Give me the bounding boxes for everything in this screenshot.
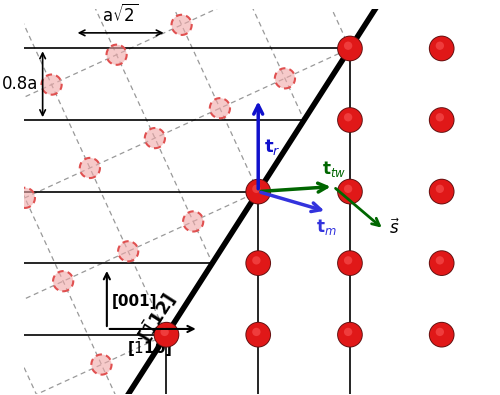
Circle shape xyxy=(246,251,270,275)
Circle shape xyxy=(337,179,363,205)
Circle shape xyxy=(337,322,363,348)
Circle shape xyxy=(430,108,454,132)
Text: [001]: [001] xyxy=(112,294,157,309)
Circle shape xyxy=(246,323,270,346)
Circle shape xyxy=(338,37,362,60)
Circle shape xyxy=(156,325,176,345)
Circle shape xyxy=(246,322,271,348)
Circle shape xyxy=(252,256,260,265)
Circle shape xyxy=(145,128,165,148)
Circle shape xyxy=(160,328,169,336)
Text: [$\bar{1}$10]: [$\bar{1}$10] xyxy=(127,337,172,359)
Circle shape xyxy=(154,323,178,346)
Circle shape xyxy=(53,271,73,291)
Circle shape xyxy=(252,328,260,336)
Circle shape xyxy=(92,354,112,374)
Circle shape xyxy=(344,113,352,121)
Circle shape xyxy=(42,75,62,95)
Circle shape xyxy=(338,323,362,346)
Circle shape xyxy=(236,0,256,5)
Text: [$\bar{1}$12]: [$\bar{1}$12] xyxy=(133,289,180,346)
Circle shape xyxy=(246,179,271,205)
Text: 0.8a: 0.8a xyxy=(2,75,38,93)
Circle shape xyxy=(429,107,454,133)
Circle shape xyxy=(210,98,230,118)
Circle shape xyxy=(429,322,454,348)
Circle shape xyxy=(430,323,454,346)
Circle shape xyxy=(337,36,363,61)
Circle shape xyxy=(436,41,444,50)
Circle shape xyxy=(429,179,454,205)
Circle shape xyxy=(340,38,360,58)
Circle shape xyxy=(430,37,454,60)
Circle shape xyxy=(248,181,268,202)
Circle shape xyxy=(246,180,270,203)
Circle shape xyxy=(344,184,352,193)
Circle shape xyxy=(337,250,363,276)
Circle shape xyxy=(154,322,180,348)
Text: t$_m$: t$_m$ xyxy=(316,217,336,237)
Circle shape xyxy=(338,180,362,203)
Circle shape xyxy=(436,256,444,265)
Circle shape xyxy=(429,250,454,276)
Circle shape xyxy=(436,184,444,193)
Text: a$\sqrt{2}$: a$\sqrt{2}$ xyxy=(102,4,139,26)
Circle shape xyxy=(344,256,352,265)
Circle shape xyxy=(430,251,454,275)
Circle shape xyxy=(436,113,444,121)
Circle shape xyxy=(246,250,271,276)
Text: t$_{tw}$: t$_{tw}$ xyxy=(322,159,346,179)
Circle shape xyxy=(344,41,352,50)
Circle shape xyxy=(172,15,192,35)
Circle shape xyxy=(80,158,100,178)
Circle shape xyxy=(344,328,352,336)
Circle shape xyxy=(429,36,454,61)
Circle shape xyxy=(15,188,35,208)
Circle shape xyxy=(252,184,260,193)
Circle shape xyxy=(338,251,362,275)
Circle shape xyxy=(106,45,126,65)
Circle shape xyxy=(430,180,454,203)
Text: $\vec{s}$: $\vec{s}$ xyxy=(390,218,401,238)
Circle shape xyxy=(436,328,444,336)
Circle shape xyxy=(337,107,363,133)
Circle shape xyxy=(183,211,204,231)
Text: t$_r$: t$_r$ xyxy=(264,137,280,157)
Circle shape xyxy=(338,108,362,132)
Circle shape xyxy=(275,68,295,88)
Circle shape xyxy=(118,241,139,261)
